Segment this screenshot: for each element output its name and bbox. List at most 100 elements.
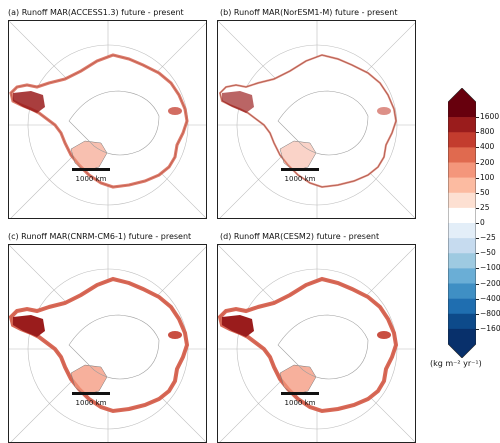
- axis-tick: [217, 285, 218, 286]
- colorbar-segment: [448, 162, 476, 178]
- map-panel: 1000 km: [217, 20, 416, 219]
- scale-bar: 1000 km: [72, 168, 110, 183]
- peninsula-runoff: [222, 91, 254, 113]
- axis-tick: [169, 218, 170, 219]
- axis-tick: [8, 141, 9, 142]
- colorbar-tick: [476, 207, 479, 209]
- axis-tick: [129, 218, 130, 219]
- colorbar-tick-label: −1600: [480, 323, 500, 333]
- colorbar-segment: [448, 298, 476, 315]
- axis-tick: [217, 405, 218, 406]
- axis-tick: [8, 405, 9, 406]
- panel-title: (c) Runoff MAR(CNRM-CM6-1) future - pres…: [8, 232, 192, 241]
- axis-tick: [217, 365, 218, 366]
- axis-tick: [258, 218, 259, 219]
- antarctica-map: 1000 km: [218, 21, 415, 218]
- scale-bar: 1000 km: [72, 392, 110, 407]
- colorbar-tick: [476, 238, 479, 240]
- scale-bar-label: 1000 km: [76, 399, 107, 407]
- scale-bar: 1000 km: [281, 168, 319, 183]
- colorbar-tick-label: 400: [480, 142, 495, 152]
- axis-tick: [8, 61, 9, 62]
- colorbar-tick-label: 0: [480, 218, 485, 227]
- axis-tick: [89, 218, 90, 219]
- colorbar-tick-label: −400: [480, 293, 500, 303]
- elevation-contour: [68, 314, 160, 380]
- scale-bar: 1000 km: [281, 392, 319, 407]
- colorbar-tick: [476, 177, 479, 179]
- colorbar-segment: [448, 192, 476, 209]
- colorbar-segment: [448, 223, 476, 239]
- axis-tick: [378, 218, 379, 219]
- axis-tick: [338, 218, 339, 219]
- colorbar-tick: [476, 328, 479, 330]
- colorbar-segment: [448, 313, 476, 330]
- colorbar-tick: [476, 162, 479, 164]
- map-panel: 1000 km: [8, 244, 207, 443]
- colorbar-tick: [476, 313, 479, 315]
- colorbar-arrow-top: [448, 88, 476, 102]
- colorbar-segment: [448, 328, 476, 345]
- elevation-contour: [277, 314, 369, 380]
- axis-tick: [217, 181, 218, 182]
- colorbar-tick-label: −50: [480, 248, 496, 258]
- colorbar-unit: (kg m⁻² yr⁻¹): [430, 359, 482, 368]
- colorbar-segment: [448, 177, 476, 194]
- map-panel: 1000 km: [217, 244, 416, 443]
- axis-tick: [217, 141, 218, 142]
- peninsula-runoff: [13, 91, 45, 113]
- scale-bar-label: 1000 km: [76, 175, 107, 183]
- axis-tick: [217, 325, 218, 326]
- colorbar-segment: [448, 102, 476, 118]
- peninsula-runoff: [222, 315, 254, 337]
- colorbar-tick: [476, 268, 479, 270]
- axis-tick: [8, 365, 9, 366]
- antarctica-map: 1000 km: [218, 245, 415, 442]
- colorbar-segment: [448, 283, 476, 299]
- axis-tick: [8, 181, 9, 182]
- colorbar-tick-label: 800: [480, 127, 495, 137]
- colorbar-tick-label: −200: [480, 278, 500, 288]
- axis-tick: [298, 218, 299, 219]
- axis-tick: [8, 325, 9, 326]
- colorbar-tick-label: −100: [480, 263, 500, 273]
- colorbar-tick-label: 50: [480, 187, 490, 197]
- panel-title: (b) Runoff MAR(NorESM1-M) future - prese…: [220, 8, 398, 17]
- axis-tick: [217, 101, 218, 102]
- colorbar-tick: [476, 132, 479, 134]
- antarctica-map: 1000 km: [9, 21, 206, 218]
- colorbar-tick: [476, 283, 479, 285]
- axis-tick: [217, 61, 218, 62]
- colorbar-tick-label: −800: [480, 308, 500, 318]
- colorbar-tick: [476, 192, 479, 194]
- colorbar-segment: [448, 268, 476, 284]
- colorbar-tick-label: 200: [480, 157, 495, 167]
- scale-bar-label: 1000 km: [285, 399, 316, 407]
- panel-title: (a) Runoff MAR(ACCESS1.3) future - prese…: [8, 8, 184, 17]
- colorbar-arrow-bottom: [448, 344, 476, 358]
- panel-title: (d) Runoff MAR(CESM2) future - present: [220, 232, 380, 241]
- axis-tick: [8, 101, 9, 102]
- colorbar-segment: [448, 238, 476, 254]
- east-coast-runoff: [377, 107, 391, 115]
- elevation-contour: [277, 90, 369, 156]
- east-coast-runoff: [168, 331, 182, 339]
- colorbar-tick-label: 1600: [480, 112, 500, 122]
- colorbar-tick-label: 100: [480, 172, 495, 182]
- east-coast-runoff: [377, 331, 391, 339]
- scale-bar-label: 1000 km: [285, 175, 316, 183]
- colorbar-tick-label: −25: [480, 233, 496, 243]
- east-coast-runoff: [168, 107, 182, 115]
- axis-tick: [49, 218, 50, 219]
- colorbar-tick: [476, 223, 479, 224]
- colorbar-segment: [448, 117, 476, 133]
- colorbar: [447, 87, 477, 359]
- colorbar-tick-label: 25: [480, 202, 490, 212]
- antarctica-map: 1000 km: [9, 245, 206, 442]
- colorbar-segment: [448, 147, 476, 163]
- map-panel: 1000 km: [8, 20, 207, 219]
- colorbar-tick: [476, 298, 479, 300]
- colorbar-segment: [448, 253, 476, 269]
- colorbar-segment: [448, 207, 476, 224]
- colorbar-segment: [448, 132, 476, 148]
